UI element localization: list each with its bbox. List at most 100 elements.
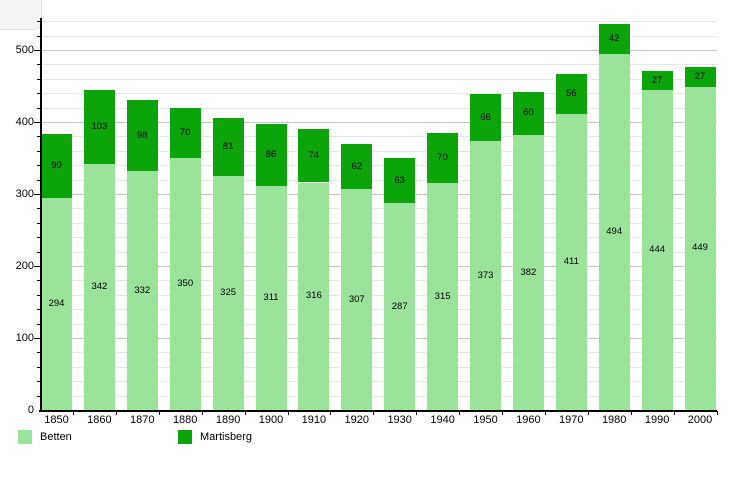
bar-segment-betten (555, 114, 587, 410)
bar-value-betten: 382 (520, 266, 537, 278)
y-axis-label: 200 (15, 260, 34, 272)
minor-gridline (40, 35, 717, 37)
bar-segment-martisberg (684, 67, 716, 87)
bar-segment-betten (512, 135, 544, 410)
bar-segment-betten (298, 182, 330, 410)
minor-gridline (40, 323, 717, 325)
y-axis-tick (37, 165, 40, 167)
bar-value-martisberg: 81 (222, 140, 234, 152)
y-axis-tick (37, 150, 40, 152)
y-axis-tick (37, 93, 40, 95)
bar-value-martisberg: 27 (651, 74, 663, 86)
x-axis-tick (630, 411, 632, 415)
x-axis-label: 1860 (87, 414, 112, 426)
bar-value-betten: 373 (477, 269, 494, 281)
legend-label-martisberg: Martisberg (200, 431, 252, 443)
major-gridline (40, 338, 717, 339)
x-axis-label: 1890 (215, 414, 241, 426)
x-axis-label: 1940 (430, 414, 455, 426)
bar-segment-martisberg (41, 133, 72, 199)
bar-segment-martisberg (169, 107, 201, 158)
y-axis-tick (37, 294, 40, 296)
y-axis-label: 300 (15, 188, 34, 200)
bar-segment-martisberg (470, 93, 501, 142)
minor-gridline (40, 395, 717, 397)
y-axis-tick (37, 21, 40, 23)
x-axis-tick (587, 411, 589, 415)
y-axis-label: 0 (27, 404, 34, 416)
bar-segment-martisberg (555, 73, 587, 115)
bar-value-martisberg: 60 (523, 107, 534, 119)
x-axis-line (39, 410, 717, 412)
bar-segment-martisberg (384, 158, 416, 204)
y-axis-tick (37, 35, 40, 37)
minor-gridline (40, 78, 717, 80)
bar-value-betten: 311 (263, 292, 279, 303)
minor-gridline (40, 294, 717, 296)
bar-segment-betten (83, 163, 115, 410)
bar-value-martisberg: 27 (694, 71, 706, 82)
bar-segment-betten (384, 203, 416, 410)
x-axis-label: 1900 (258, 414, 284, 426)
bar-segment-betten (470, 141, 501, 410)
x-axis-label: 1980 (601, 414, 627, 426)
y-axis-tick (37, 309, 40, 311)
corner-artifact (0, 0, 42, 30)
bar-value-martisberg: 42 (608, 33, 620, 45)
y-axis-tick (37, 237, 40, 239)
bar-value-martisberg: 103 (91, 120, 108, 132)
x-axis-label: 1960 (516, 414, 541, 426)
bar-value-betten: 342 (91, 280, 108, 292)
bar-segment-betten (41, 198, 72, 410)
minor-gridline (40, 366, 717, 368)
x-axis-tick (158, 411, 160, 415)
bar-segment-martisberg (255, 124, 287, 187)
bar-segment-betten (641, 90, 673, 410)
bar-value-betten: 294 (48, 298, 65, 310)
y-axis-tick (37, 280, 40, 282)
minor-gridline (40, 64, 717, 66)
x-axis-tick (544, 411, 546, 415)
bar-segment-martisberg (512, 91, 544, 135)
y-axis-tick (37, 251, 40, 253)
x-axis-tick (502, 411, 503, 415)
x-axis-label: 2000 (687, 414, 713, 426)
minor-gridline (40, 179, 717, 181)
y-axis-tick (37, 78, 40, 80)
minor-gridline (40, 352, 717, 354)
x-axis-label: 1920 (344, 414, 370, 426)
bar-segment-martisberg (83, 89, 115, 164)
y-axis-tick (37, 323, 40, 325)
x-axis-tick (115, 411, 117, 415)
bar-segment-martisberg (298, 129, 330, 183)
minor-gridline (40, 251, 717, 253)
minor-gridline (40, 21, 717, 23)
bar-segment-martisberg (126, 100, 158, 171)
y-axis-label: 100 (15, 332, 34, 344)
bar-segment-betten (212, 176, 244, 410)
bar-value-betten: 494 (606, 226, 623, 238)
y-axis-tick (37, 64, 40, 66)
x-axis-tick (459, 411, 461, 415)
minor-gridline (40, 107, 717, 109)
major-gridline (40, 194, 717, 195)
x-axis-label: 1930 (387, 414, 412, 426)
bar-value-betten: 411 (563, 256, 579, 267)
y-axis-label: 400 (15, 116, 34, 128)
y-axis-tick (34, 50, 40, 51)
y-axis-tick (34, 122, 40, 123)
y-axis-tick (37, 107, 40, 109)
x-axis-tick (73, 411, 74, 415)
minor-gridline (40, 280, 717, 282)
x-axis-tick (716, 411, 718, 415)
bar-segment-betten (255, 186, 287, 410)
bar-segment-martisberg (212, 117, 244, 176)
y-axis-tick (34, 338, 40, 339)
chart-legend: Betten Martisberg (0, 429, 750, 449)
minor-gridline (40, 93, 717, 95)
x-axis-label: 1880 (172, 414, 198, 426)
y-axis-tick (37, 381, 40, 383)
x-axis-label: 1870 (130, 414, 155, 426)
x-axis-label: 1990 (644, 414, 670, 426)
